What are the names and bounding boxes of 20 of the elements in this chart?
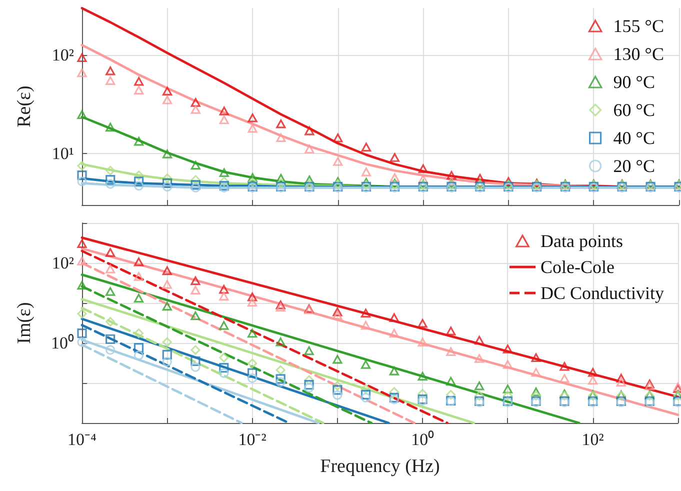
x-tick-label: 10² [582,430,604,449]
x-tick-label: 10⁰ [411,430,434,449]
y-tick-label: 10¹ [52,144,74,163]
x-axis-title: Frequency (Hz) [320,456,440,477]
y-tick-label: 10² [52,254,74,272]
x-tick-label: 10⁻² [238,430,266,449]
legend-label: 40 °C [613,128,656,148]
y-axis-title: Im(ε) [14,302,35,344]
x-tick-label: 10⁻⁴ [68,430,97,449]
legend-label: 90 °C [613,72,656,92]
y-tick-label: 10² [52,45,74,64]
legend-label: 155 °C [613,16,664,36]
legend-label: 20 °C [613,156,656,176]
legend-label: 130 °C [613,44,664,64]
legend-label: Cole-Cole [540,257,614,277]
y-tick-label: 10⁰ [51,334,74,352]
legend-label: 60 °C [613,100,656,120]
legend-label: Data points [540,231,623,251]
y-axis-title: Re(ε) [14,86,35,128]
legend-label: DC Conductivity [540,283,664,303]
